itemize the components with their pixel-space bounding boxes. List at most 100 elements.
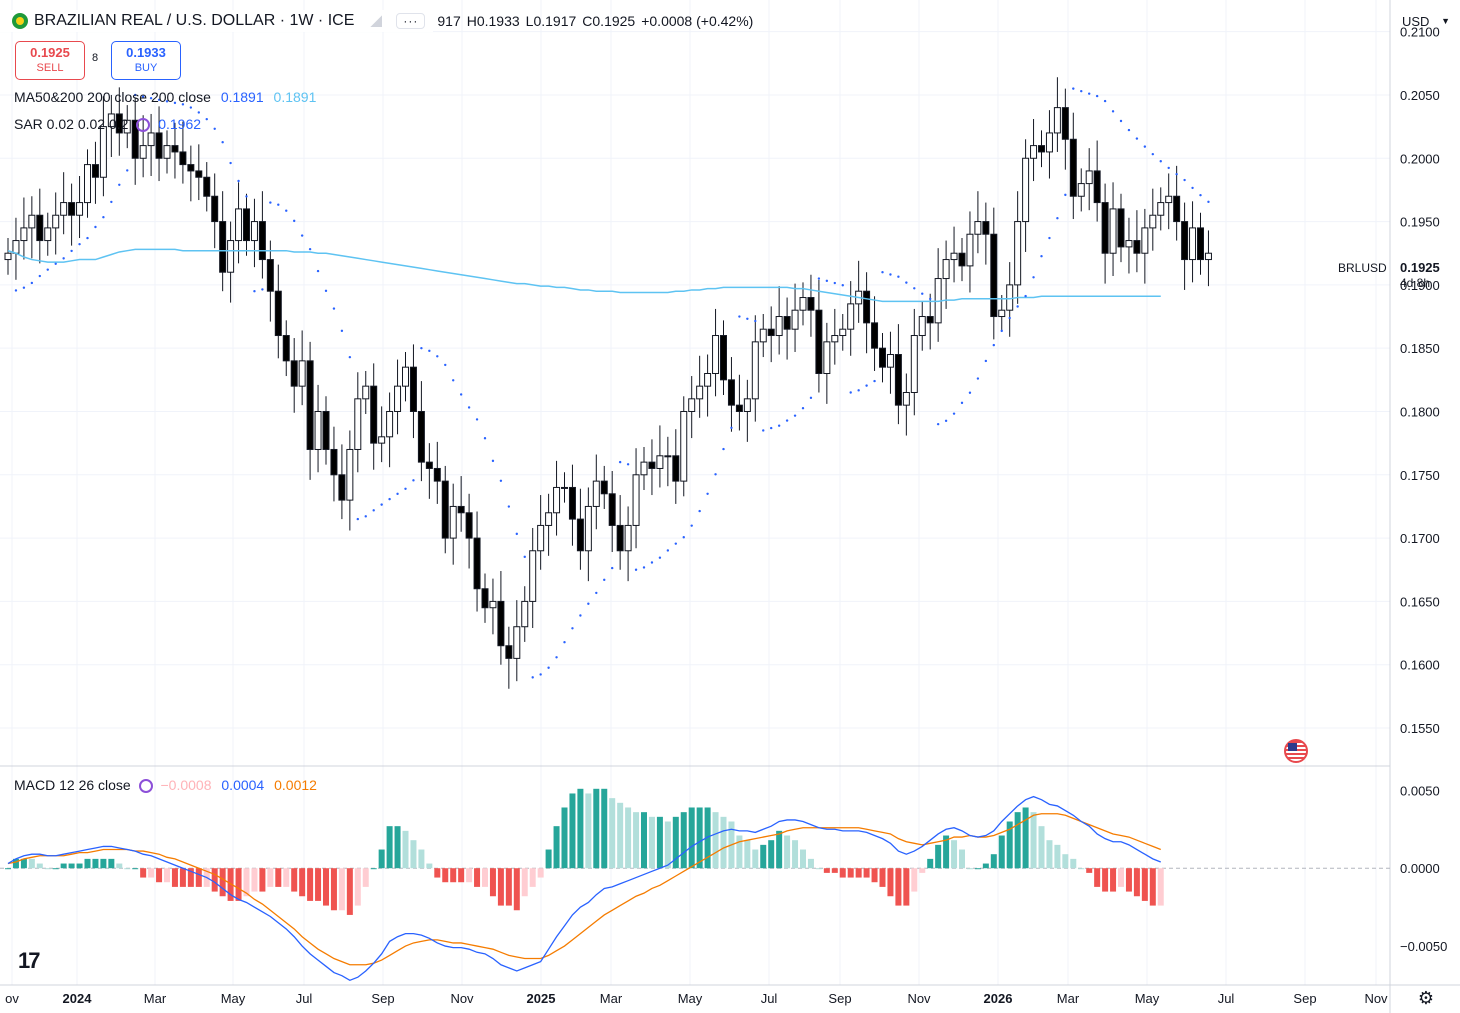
candle-body bbox=[91, 164, 99, 178]
sar-dot bbox=[968, 391, 972, 394]
candle-body bbox=[1053, 107, 1061, 134]
macd-histogram-bar bbox=[92, 858, 99, 869]
macd-histogram-bar bbox=[537, 868, 544, 878]
candle-body bbox=[409, 366, 417, 412]
price-tick-label: 0.1750 bbox=[1400, 468, 1440, 483]
candle-body bbox=[696, 385, 704, 400]
us-flag-icon[interactable] bbox=[1284, 739, 1308, 763]
candle-body bbox=[1189, 227, 1197, 261]
chevron-down-icon: ▼ bbox=[1441, 16, 1450, 26]
sar-dot bbox=[1032, 276, 1035, 279]
sar-dot bbox=[181, 103, 185, 106]
macd-histogram-bar bbox=[354, 868, 361, 906]
macd-histogram-bar bbox=[951, 840, 958, 869]
macd-histogram-bar bbox=[672, 816, 679, 869]
sar-dot bbox=[1064, 193, 1067, 197]
sar-dot bbox=[984, 359, 988, 363]
sar-dot bbox=[650, 561, 654, 564]
buy-button[interactable]: 0.1933 BUY bbox=[111, 41, 181, 80]
macd-histogram-bar bbox=[76, 863, 83, 869]
sar-dot bbox=[372, 509, 375, 512]
macd-histogram-bar bbox=[140, 868, 147, 878]
sar-dot bbox=[746, 317, 749, 321]
macd-histogram-bar bbox=[466, 868, 473, 883]
time-tick-label: Mar bbox=[144, 991, 167, 1006]
candle-body bbox=[616, 524, 624, 552]
macd-histogram-bar bbox=[28, 858, 35, 869]
sar-dot bbox=[515, 532, 518, 536]
symbol-title[interactable]: BRAZILIAN REAL / U.S. DOLLAR · 1W · ICE bbox=[34, 12, 355, 29]
time-tick-label: Jul bbox=[761, 991, 778, 1006]
brazil-flag-icon bbox=[12, 13, 28, 29]
candle-body bbox=[203, 176, 211, 197]
candle-body bbox=[815, 309, 823, 375]
sar-dot bbox=[618, 460, 622, 464]
sar-dot bbox=[563, 640, 566, 644]
candle-body bbox=[36, 214, 44, 242]
candle-body bbox=[1077, 183, 1085, 197]
candle-body bbox=[735, 404, 743, 412]
macd-histogram-bar bbox=[1094, 868, 1101, 887]
menu-dots-button[interactable]: ··· bbox=[396, 13, 426, 29]
sar-dot bbox=[205, 117, 208, 121]
candle-body bbox=[465, 512, 473, 539]
macd-histogram-bar bbox=[179, 868, 186, 887]
sar-dot bbox=[714, 473, 717, 476]
refresh-icon[interactable] bbox=[138, 779, 153, 793]
macd-histogram-bar bbox=[482, 868, 488, 887]
macd-histogram-bar bbox=[426, 863, 433, 869]
refresh-icon[interactable] bbox=[136, 118, 151, 132]
candle-body bbox=[147, 132, 155, 147]
macd-histogram-bar bbox=[442, 868, 449, 883]
sar-dot bbox=[1183, 178, 1186, 182]
macd-histogram-bar bbox=[784, 835, 791, 869]
macd-histogram-bar bbox=[1078, 868, 1085, 870]
macd-histogram-bar bbox=[1046, 840, 1053, 869]
price-tick-label: 0.1800 bbox=[1400, 404, 1440, 419]
macd-histogram-bar bbox=[911, 868, 918, 892]
macd-histogram-bar bbox=[505, 868, 512, 906]
candle-body bbox=[28, 214, 36, 229]
symbol-box[interactable]: BRAZILIAN REAL / U.S. DOLLAR · 1W · ICE … bbox=[0, 10, 434, 32]
macd-histogram-bar bbox=[1054, 844, 1061, 869]
ma-legend[interactable]: MA50&200 200 close 200 close 0.1891 0.18… bbox=[14, 89, 316, 105]
sar-dot bbox=[1095, 94, 1099, 98]
candle-body bbox=[950, 252, 958, 261]
sar-legend[interactable]: SAR 0.02 0.02 0.2 0.1962 bbox=[14, 116, 201, 132]
tradingview-logo[interactable]: 17 bbox=[18, 948, 41, 973]
price-tick-label: 0.1650 bbox=[1400, 594, 1440, 609]
snapshot-icon[interactable] bbox=[370, 15, 383, 27]
macd-legend[interactable]: MACD 12 26 close −0.0008 0.0004 0.0012 bbox=[14, 777, 317, 793]
macd-histogram-bar bbox=[959, 849, 965, 869]
sar-dot bbox=[674, 542, 677, 545]
sar-dot bbox=[905, 281, 908, 284]
candle-body bbox=[926, 316, 934, 324]
macd-histogram-bar bbox=[434, 868, 441, 878]
macd-histogram-bar bbox=[521, 868, 528, 897]
currency-selector[interactable]: USD ▼ bbox=[1398, 10, 1454, 32]
sar-dot bbox=[316, 269, 320, 273]
macd-signal-line bbox=[7, 813, 1161, 966]
macd-histogram-bar bbox=[211, 868, 218, 892]
macd-histogram-bar bbox=[362, 868, 369, 887]
close-value: C0.1925 bbox=[582, 13, 636, 29]
sar-dot bbox=[777, 424, 781, 427]
candle-body bbox=[306, 360, 314, 450]
candle-body bbox=[648, 461, 656, 469]
sar-dot bbox=[467, 406, 471, 409]
macd-histogram-bar bbox=[815, 868, 822, 870]
candle-body bbox=[990, 233, 998, 318]
settings-gear-icon[interactable]: ⚙ bbox=[1417, 988, 1435, 1008]
sar-dot bbox=[189, 106, 193, 109]
currency-label: USD bbox=[1402, 13, 1430, 29]
macd-histogram-bar bbox=[1118, 868, 1124, 887]
sell-button[interactable]: 0.1925 SELL bbox=[15, 41, 85, 80]
sar-dot bbox=[332, 307, 336, 310]
sar-dot bbox=[841, 284, 844, 287]
macd-histogram-bar bbox=[641, 812, 647, 869]
buy-label: BUY bbox=[134, 62, 158, 74]
time-tick-label: Sep bbox=[371, 991, 394, 1006]
candle-body bbox=[680, 410, 688, 482]
sar-dot bbox=[78, 242, 81, 246]
